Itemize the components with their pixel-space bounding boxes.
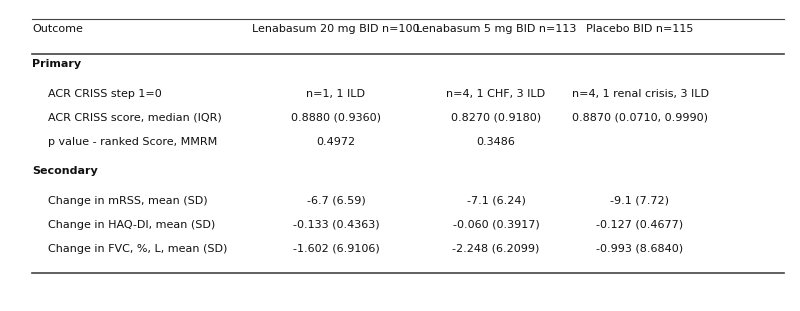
Text: Lenabasum 5 mg BID n=113: Lenabasum 5 mg BID n=113 <box>416 24 576 34</box>
Text: Change in HAQ-DI, mean (SD): Change in HAQ-DI, mean (SD) <box>48 220 215 230</box>
Text: Secondary: Secondary <box>32 166 98 176</box>
Text: Change in mRSS, mean (SD): Change in mRSS, mean (SD) <box>48 196 208 206</box>
Text: -0.127 (0.4677): -0.127 (0.4677) <box>597 220 683 230</box>
Text: Lenabasum 20 mg BID n=100: Lenabasum 20 mg BID n=100 <box>252 24 420 34</box>
Text: -7.1 (6.24): -7.1 (6.24) <box>466 196 526 206</box>
Text: p value - ranked Score, MMRM: p value - ranked Score, MMRM <box>48 137 218 147</box>
Text: n=1, 1 ILD: n=1, 1 ILD <box>306 89 366 99</box>
Text: 0.8870 (0.0710, 0.9990): 0.8870 (0.0710, 0.9990) <box>572 113 708 123</box>
Text: ACR CRISS score, median (IQR): ACR CRISS score, median (IQR) <box>48 113 222 123</box>
Text: Change in FVC, %, L, mean (SD): Change in FVC, %, L, mean (SD) <box>48 244 227 254</box>
Text: n=4, 1 CHF, 3 ILD: n=4, 1 CHF, 3 ILD <box>446 89 546 99</box>
Text: -9.1 (7.72): -9.1 (7.72) <box>610 196 670 206</box>
Text: n=4, 1 renal crisis, 3 ILD: n=4, 1 renal crisis, 3 ILD <box>571 89 709 99</box>
Text: -0.993 (8.6840): -0.993 (8.6840) <box>597 244 683 254</box>
Text: Primary: Primary <box>32 59 81 69</box>
Text: 0.8880 (0.9360): 0.8880 (0.9360) <box>291 113 381 123</box>
Text: -2.248 (6.2099): -2.248 (6.2099) <box>452 244 540 254</box>
Text: -6.7 (6.59): -6.7 (6.59) <box>306 196 366 206</box>
Text: Placebo BID n=115: Placebo BID n=115 <box>586 24 694 34</box>
Text: -0.060 (0.3917): -0.060 (0.3917) <box>453 220 539 230</box>
Text: 0.4972: 0.4972 <box>317 137 355 147</box>
Text: -1.602 (6.9106): -1.602 (6.9106) <box>293 244 379 254</box>
Text: 0.3486: 0.3486 <box>477 137 515 147</box>
Text: ACR CRISS step 1=0: ACR CRISS step 1=0 <box>48 89 162 99</box>
Text: -0.133 (0.4363): -0.133 (0.4363) <box>293 220 379 230</box>
Text: Outcome: Outcome <box>32 24 83 34</box>
Text: 0.8270 (0.9180): 0.8270 (0.9180) <box>451 113 541 123</box>
